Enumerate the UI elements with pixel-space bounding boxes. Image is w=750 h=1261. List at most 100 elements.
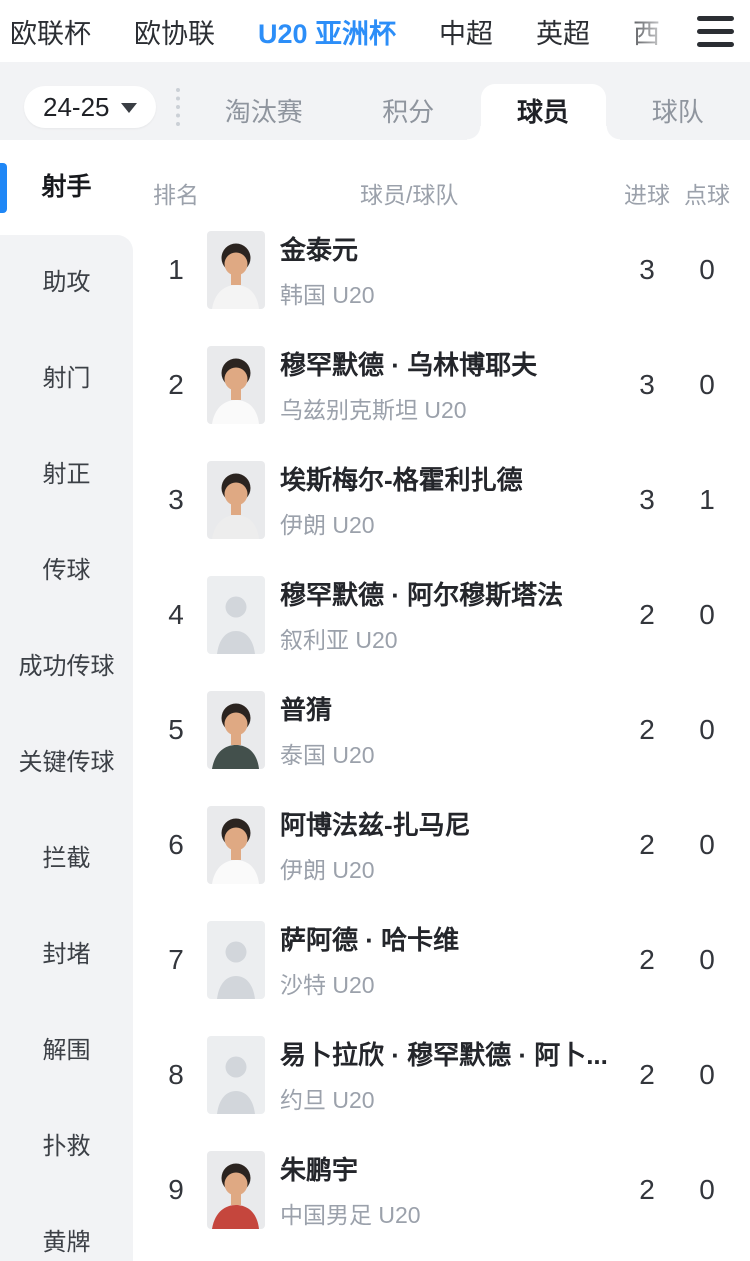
rank-cell: 9 bbox=[168, 1173, 184, 1205]
player-team: 伊朗 U20 bbox=[280, 856, 375, 883]
nav-item-premier-league[interactable]: 英超 bbox=[536, 18, 591, 49]
player-photo bbox=[207, 460, 265, 539]
player-photo bbox=[207, 690, 265, 769]
goals-cell: 2 bbox=[639, 713, 655, 745]
nav-item-conference-league[interactable]: 欧协联 bbox=[134, 18, 215, 49]
sidebar-active-section: 射手 bbox=[0, 140, 133, 235]
player-row[interactable]: 2 穆罕默德 · 乌林博耶夫 乌兹别克斯坦 U20 bbox=[133, 327, 750, 442]
penalties-cell: 0 bbox=[699, 713, 715, 745]
rank-cell: 7 bbox=[168, 943, 184, 975]
caret-down-icon bbox=[120, 103, 137, 113]
sidebar-item-saves[interactable]: 扑救 bbox=[42, 1133, 91, 1160]
rank-cell: 6 bbox=[168, 828, 184, 860]
goals-cell: 2 bbox=[639, 1173, 655, 1205]
sidebar-item-yellow-cards[interactable]: 黄牌 bbox=[42, 1229, 91, 1256]
player-info: 普猜 泰国 U20 bbox=[280, 690, 617, 770]
sidebar-item-shots[interactable]: 射门 bbox=[42, 365, 91, 392]
player-team: 沙特 U20 bbox=[280, 971, 375, 998]
sidebar-item-interceptions[interactable]: 拦截 bbox=[42, 845, 91, 872]
nav-item-csl[interactable]: 中超 bbox=[439, 18, 494, 49]
rank-cell: 2 bbox=[168, 368, 184, 400]
header-penalties: 点球 bbox=[684, 182, 730, 208]
player-avatar bbox=[207, 345, 265, 424]
penalties-cell: 0 bbox=[699, 1058, 715, 1090]
player-photo-placeholder bbox=[207, 575, 265, 654]
player-info: 穆罕默德 · 乌林博耶夫 乌兹别克斯坦 U20 bbox=[280, 345, 617, 425]
tab-standings[interactable]: 积分 bbox=[382, 97, 435, 127]
sidebar-item-passes[interactable]: 传球 bbox=[42, 557, 91, 584]
player-row[interactable]: 9 朱鹏宇 中国男足 U20 2 bbox=[133, 1132, 750, 1247]
sidebar-item-blocks[interactable]: 封堵 bbox=[42, 941, 91, 968]
sidebar-item-shots-on-target[interactable]: 射正 bbox=[42, 461, 91, 488]
tab-teams[interactable]: 球队 bbox=[651, 97, 704, 127]
active-indicator bbox=[0, 163, 7, 213]
player-name: 穆罕默德 · 乌林博耶夫 bbox=[280, 349, 538, 380]
sidebar-item-clearances[interactable]: 解围 bbox=[42, 1037, 91, 1064]
player-info: 穆罕默德 · 阿尔穆斯塔法 叙利亚 U20 bbox=[280, 575, 617, 655]
penalties-cell: 0 bbox=[699, 368, 715, 400]
sidebar-item-scorers[interactable]: 射手 bbox=[41, 173, 92, 201]
player-avatar bbox=[207, 1150, 265, 1229]
player-team: 乌兹别克斯坦 U20 bbox=[280, 396, 467, 423]
goals-cell: 3 bbox=[639, 368, 655, 400]
player-avatar bbox=[207, 1035, 265, 1114]
player-team: 韩国 U20 bbox=[280, 281, 375, 308]
nav-item-u20-asian-cup[interactable]: U20 亚洲杯 bbox=[258, 18, 397, 49]
player-row[interactable]: 6 阿博法兹-扎马尼 伊朗 U20 2 bbox=[133, 787, 750, 902]
player-info: 金泰元 韩国 U20 bbox=[280, 230, 617, 310]
sidebar-item-key-passes[interactable]: 关键传球 bbox=[18, 749, 115, 776]
player-avatar bbox=[207, 230, 265, 309]
goals-cell: 3 bbox=[639, 483, 655, 515]
player-name: 埃斯梅尔-格霍利扎德 bbox=[280, 464, 523, 495]
nav-fade bbox=[620, 0, 750, 62]
player-row[interactable]: 3 埃斯梅尔-格霍利扎德 伊朗 U20 3 bbox=[133, 442, 750, 557]
player-team: 泰国 U20 bbox=[280, 741, 375, 768]
table-header: 排名 球员/球队 进球 点球 bbox=[133, 140, 750, 212]
tab-players[interactable]: 球员 bbox=[466, 84, 620, 140]
goals-cell: 2 bbox=[639, 828, 655, 860]
player-photo-placeholder bbox=[207, 920, 265, 999]
rank-cell: 3 bbox=[168, 483, 184, 515]
player-photo-placeholder bbox=[207, 1035, 265, 1114]
player-avatar bbox=[207, 920, 265, 999]
top-nav: 欧联杯 欧协联 U20 亚洲杯 中超 英超 西 bbox=[0, 0, 750, 62]
menu-button[interactable] bbox=[697, 15, 734, 47]
tab-knockout[interactable]: 淘汰赛 bbox=[224, 97, 303, 127]
player-team: 叙利亚 U20 bbox=[280, 626, 398, 653]
player-photo bbox=[207, 805, 265, 884]
penalties-cell: 0 bbox=[699, 828, 715, 860]
player-avatar bbox=[207, 690, 265, 769]
penalties-cell: 0 bbox=[699, 253, 715, 285]
penalties-cell: 0 bbox=[699, 598, 715, 630]
sidebar-item-successful-passes[interactable]: 成功传球 bbox=[18, 653, 115, 680]
player-name: 阿博法兹-扎马尼 bbox=[280, 809, 471, 840]
player-name: 普猜 bbox=[280, 694, 333, 725]
player-name: 金泰元 bbox=[280, 234, 359, 265]
main-area: 射手 助攻 射门 射正 传球 成功传球 关键传球 拦截 封堵 解围 扑救 黄牌 … bbox=[0, 140, 750, 1261]
player-row[interactable]: 1 金泰元 韩国 U20 3 bbox=[133, 212, 750, 327]
player-info: 朱鹏宇 中国男足 U20 bbox=[280, 1150, 617, 1230]
player-photo bbox=[207, 1150, 265, 1229]
penalties-cell: 0 bbox=[699, 943, 715, 975]
penalties-cell: 0 bbox=[699, 1173, 715, 1205]
player-team: 约旦 U20 bbox=[280, 1086, 375, 1113]
season-selector[interactable]: 24-25 bbox=[24, 86, 156, 128]
scorers-table: 排名 球员/球队 进球 点球 1 bbox=[133, 140, 750, 1261]
sidebar-item-assists[interactable]: 助攻 bbox=[42, 269, 91, 296]
rank-cell: 1 bbox=[168, 253, 184, 285]
player-avatar bbox=[207, 575, 265, 654]
goals-cell: 2 bbox=[639, 943, 655, 975]
season-value: 24-25 bbox=[43, 91, 110, 122]
player-name: 萨阿德 · 哈卡维 bbox=[280, 924, 460, 955]
player-row[interactable]: 5 普猜 泰国 U20 2 bbox=[133, 672, 750, 787]
player-info: 阿博法兹-扎马尼 伊朗 U20 bbox=[280, 805, 617, 885]
player-name: 朱鹏宇 bbox=[280, 1154, 359, 1185]
player-row[interactable]: 8 易卜拉欣 · 穆罕默德 · 阿卜... 约旦 U20 2 0 bbox=[133, 1017, 750, 1132]
sidebar-list: 助攻 射门 射正 传球 成功传球 关键传球 拦截 封堵 解围 扑救 黄牌 bbox=[0, 235, 133, 1261]
hamburger-icon bbox=[697, 15, 734, 47]
dotted-divider bbox=[175, 88, 180, 126]
player-row[interactable]: 7 萨阿德 · 哈卡维 沙特 U20 2 0 bbox=[133, 902, 750, 1017]
player-row[interactable]: 4 穆罕默德 · 阿尔穆斯塔法 叙利亚 U20 2 0 bbox=[133, 557, 750, 672]
nav-item-europa-league[interactable]: 欧联杯 bbox=[10, 18, 91, 49]
